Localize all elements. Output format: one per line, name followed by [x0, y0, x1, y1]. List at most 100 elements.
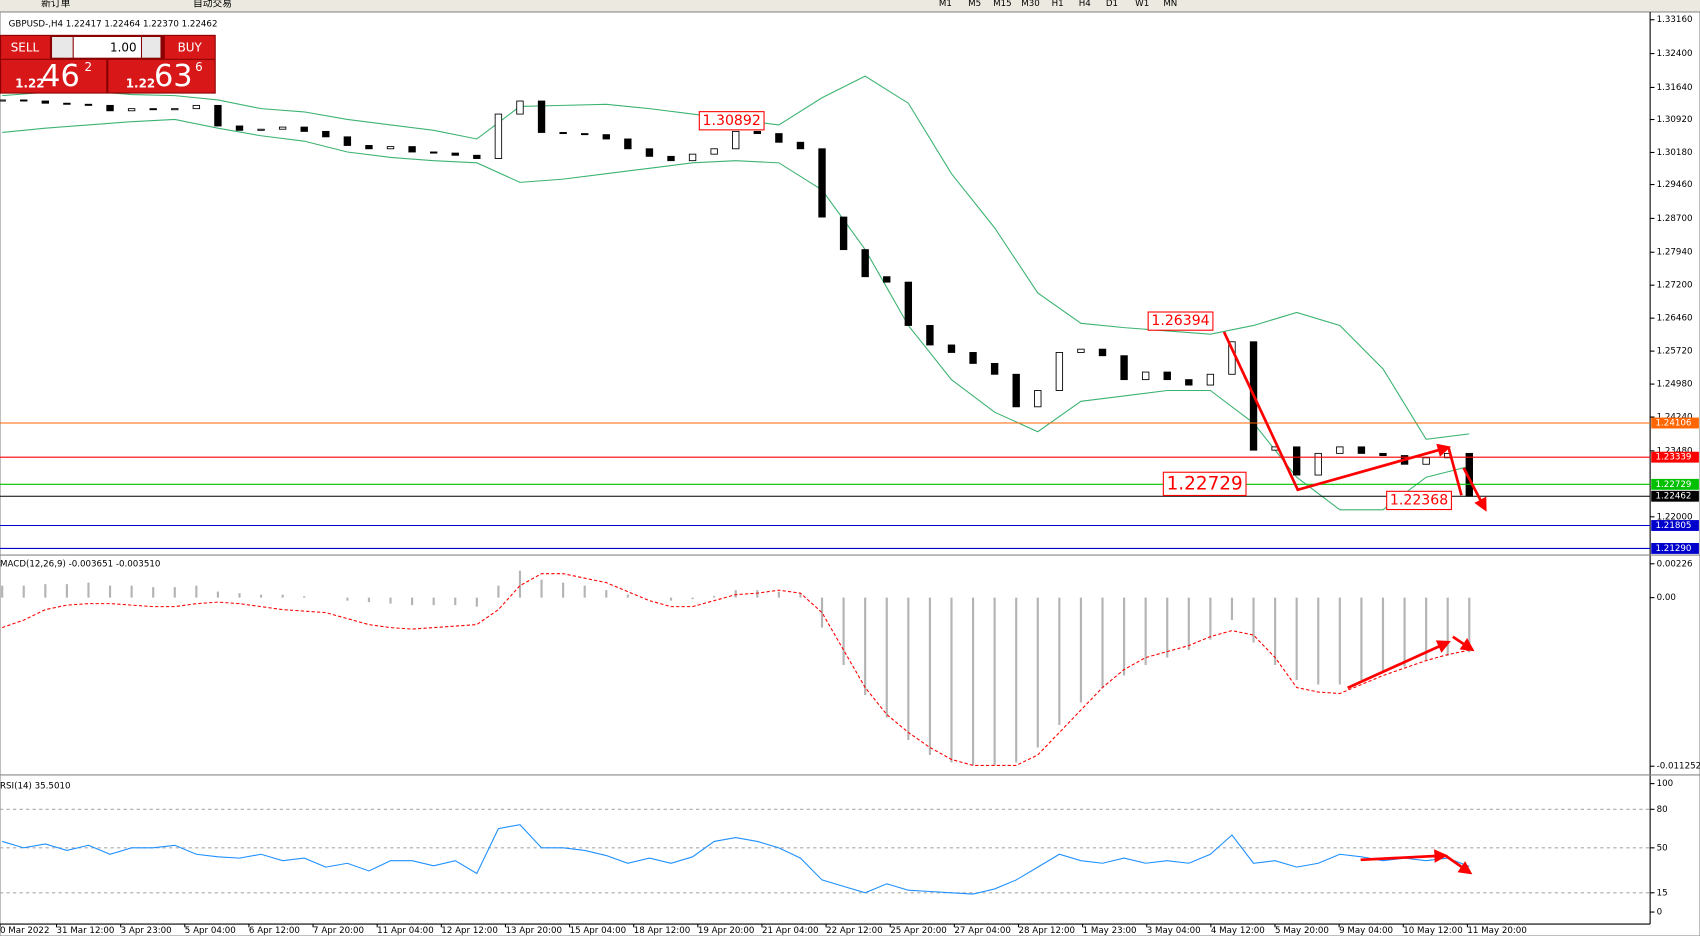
candle — [775, 133, 783, 143]
toolbar — [0, 0, 1700, 12]
candle — [1120, 355, 1128, 381]
candle — [214, 104, 222, 127]
chart-window — [0, 11, 1700, 936]
price-annotation: 1.30892 — [703, 113, 761, 129]
timeframe-button[interactable]: M5 — [968, 0, 981, 9]
timeframe-button[interactable]: D1 — [1106, 0, 1118, 9]
x-tick-label: 19 Apr 20:00 — [698, 926, 755, 936]
level-tag — [1651, 490, 1699, 502]
candle — [883, 276, 891, 283]
timeframe-button[interactable]: H4 — [1079, 0, 1092, 9]
x-tick-label: 13 Apr 20:00 — [505, 926, 562, 936]
y-tick-label: 1.27940 — [1657, 248, 1693, 258]
candle — [322, 130, 330, 138]
candle — [926, 325, 934, 346]
lot-up[interactable] — [142, 37, 161, 58]
y-tick-label: 1.31640 — [1657, 83, 1693, 93]
buy-price-small: 6 — [195, 60, 203, 74]
sell-price-small: 2 — [85, 60, 93, 74]
candle — [343, 136, 352, 146]
candle — [63, 102, 71, 105]
level-tag — [1651, 542, 1699, 554]
timeframe-button[interactable]: M30 — [1021, 0, 1040, 9]
x-tick-label: 4 May 12:00 — [1211, 926, 1265, 936]
candle — [1098, 348, 1107, 357]
y-tick-label: 1.22000 — [1657, 512, 1693, 522]
candle — [408, 146, 416, 153]
candle — [429, 151, 438, 154]
candle — [1336, 446, 1344, 454]
x-tick-label: 11 May 20:00 — [1467, 926, 1526, 936]
timeframe-button[interactable]: M15 — [993, 0, 1012, 9]
lot-value: 1.00 — [110, 40, 137, 54]
candle — [1185, 379, 1193, 386]
timeframe-button[interactable]: M1 — [939, 0, 952, 9]
x-tick-label: 6 Apr 12:00 — [249, 926, 300, 936]
candle — [688, 153, 697, 162]
timeframe-button[interactable]: H1 — [1052, 0, 1064, 9]
y-tick-label: 0.00 — [1657, 593, 1676, 603]
y-tick-label: 1.28700 — [1657, 214, 1693, 224]
y-tick-label: 1.33160 — [1657, 15, 1693, 25]
candle — [473, 154, 481, 159]
candle — [1055, 352, 1064, 391]
x-tick-label: 12 Apr 12:00 — [441, 926, 498, 936]
new-order-button[interactable]: 新订单 — [41, 0, 70, 9]
macd-title: MACD(12,26,9) -0.003651 -0.003510 — [0, 559, 160, 569]
rsi-title: RSI(14) 35.5010 — [0, 781, 71, 791]
candle — [947, 344, 956, 353]
x-tick-label: 11 Apr 04:00 — [377, 926, 434, 936]
candle — [516, 100, 524, 115]
buy-price-box[interactable] — [108, 59, 215, 93]
level-tag — [1651, 478, 1699, 490]
candle — [1357, 446, 1366, 454]
sell-price-box[interactable] — [1, 59, 107, 93]
auto-trade-button[interactable]: 自动交易 — [193, 0, 232, 9]
x-tick-label: 21 Apr 04:00 — [762, 926, 819, 936]
timeframe-button[interactable]: MN — [1163, 0, 1177, 9]
y-tick-label: 1.23480 — [1657, 446, 1693, 456]
level-tag — [1651, 451, 1699, 463]
y-tick-label: 1.24980 — [1657, 380, 1693, 390]
candle — [732, 130, 740, 150]
sell-label: SELL — [11, 40, 40, 54]
y-tick-label: 1.29460 — [1657, 180, 1693, 190]
candle — [645, 148, 654, 157]
price-annotation: 1.22368 — [1390, 492, 1448, 508]
lot-down[interactable] — [52, 37, 73, 58]
lot-input[interactable] — [73, 37, 141, 58]
y-tick-label: 1.32400 — [1657, 49, 1693, 59]
candle — [84, 103, 93, 106]
y-tick-label: -0.011252 — [1657, 762, 1700, 772]
buy-button[interactable] — [164, 35, 215, 59]
trend-arrows — [1222, 331, 1487, 875]
candle — [192, 104, 201, 110]
candle — [1292, 446, 1301, 476]
level-tag-label: 1.24106 — [1656, 419, 1692, 429]
candle — [41, 100, 50, 104]
rsi-line — [2, 824, 1470, 895]
level-tag-label: 1.21805 — [1656, 521, 1692, 531]
candle — [1012, 373, 1020, 408]
x-tick-label: 10 May 12:00 — [1403, 926, 1462, 936]
annotation-box — [1386, 490, 1452, 511]
x-tick-label: 15 Apr 04:00 — [570, 926, 627, 936]
candle — [300, 126, 308, 132]
x-tick-label: 3 Apr 23:00 — [121, 926, 172, 936]
candle — [624, 138, 632, 150]
level-tag-label: 1.21290 — [1656, 544, 1692, 554]
x-tick-label: 22 Apr 12:00 — [826, 926, 883, 936]
candle — [1422, 457, 1430, 465]
timeframe-button[interactable]: W1 — [1135, 0, 1149, 9]
sell-price-big: 46 — [41, 59, 80, 94]
candle — [537, 100, 546, 133]
y-tick-label: 100 — [1657, 779, 1674, 789]
candle — [127, 108, 136, 112]
candle — [667, 155, 675, 162]
trade-panel: SELL 1.00 BUY 1.22 46 2 1.22 63 6 — [0, 34, 216, 94]
y-tick-label: 1.30180 — [1657, 148, 1693, 158]
candle — [839, 216, 848, 251]
sell-button[interactable] — [1, 35, 50, 59]
candle — [1163, 371, 1171, 381]
candle — [1206, 373, 1215, 386]
